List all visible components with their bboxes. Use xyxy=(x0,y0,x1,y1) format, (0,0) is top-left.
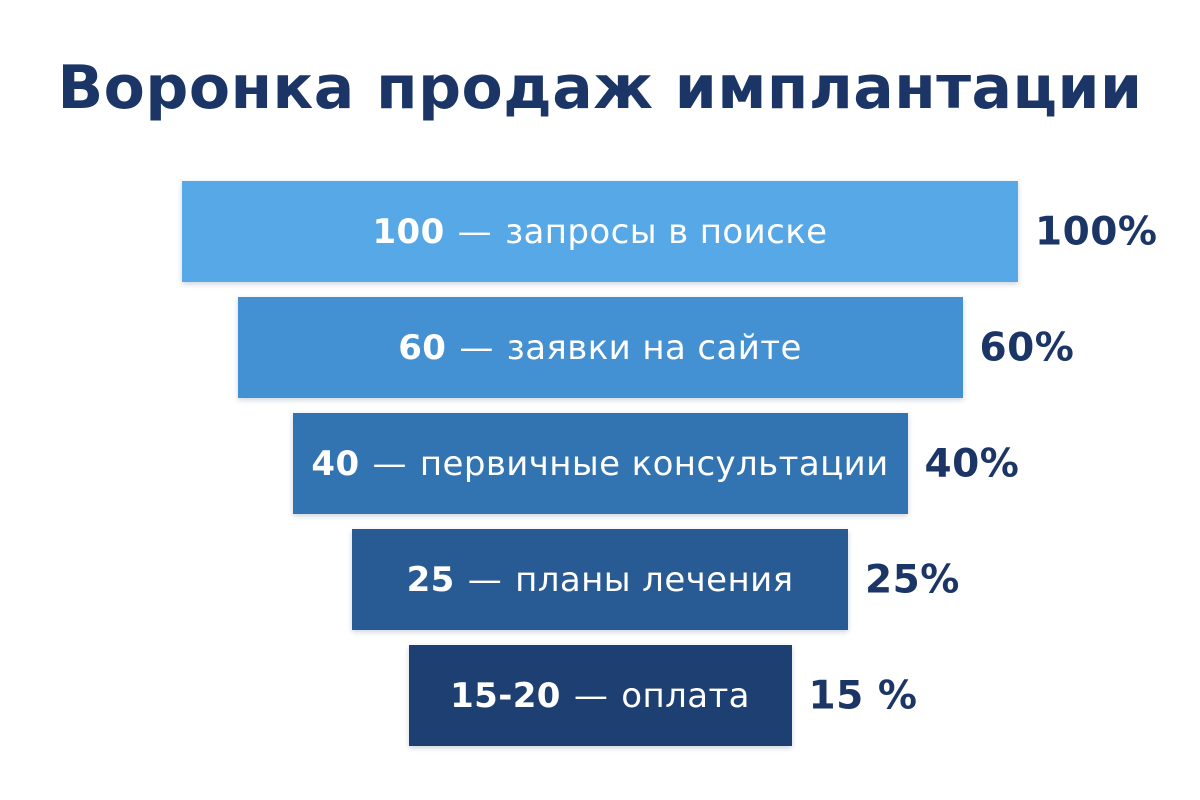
bar-text: 60 — заявки на сайте xyxy=(398,328,802,368)
funnel-bar-site-leads: 60 — заявки на сайте xyxy=(237,297,963,399)
bar-separator: — xyxy=(372,443,407,484)
bar-text: 40 — первичные консультации xyxy=(311,444,888,484)
funnel-row: 40 — первичные консультации 40% xyxy=(0,413,1200,515)
funnel-row: 15-20 — оплата 15 % xyxy=(0,645,1200,747)
bar-label: оплата xyxy=(621,675,750,716)
bar-value: 15-20 xyxy=(450,675,561,716)
funnel-stage-wrap: 100 — запросы в поиске 100% xyxy=(182,181,1157,283)
bar-separator: — xyxy=(459,327,494,368)
funnel-stage-wrap: 40 — первичные консультации 40% xyxy=(292,413,1019,515)
funnel-bar-treatment-plans: 25 — планы лечения xyxy=(352,529,848,631)
percent-label: 25% xyxy=(865,557,960,603)
funnel-bar-consultations: 40 — первичные консультации xyxy=(292,413,908,515)
percent-label: 40% xyxy=(924,441,1020,487)
percent-label: 60% xyxy=(979,325,1075,371)
funnel-chart: 100 — запросы в поиске 100% 60 — заявки … xyxy=(0,181,1200,747)
funnel-row: 25 — планы лечения 25% xyxy=(0,529,1200,631)
bar-separator: — xyxy=(457,211,493,252)
bar-label: заявки на сайте xyxy=(506,327,802,368)
funnel-row: 60 — заявки на сайте 60% xyxy=(0,297,1200,399)
funnel-stage-wrap: 60 — заявки на сайте 60% xyxy=(237,297,1074,399)
bar-text: 15-20 — оплата xyxy=(450,676,750,716)
bar-value: 25 xyxy=(406,559,455,600)
funnel-row: 100 — запросы в поиске 100% xyxy=(0,181,1200,283)
bar-value: 40 xyxy=(311,443,360,484)
bar-value: 100 xyxy=(372,211,445,252)
funnel-bar-searches: 100 — запросы в поиске xyxy=(182,181,1018,283)
bar-label: первичные консультации xyxy=(419,443,889,484)
bar-separator: — xyxy=(467,559,503,600)
chart-title: Воронка продаж имплантации xyxy=(57,53,1143,123)
percent-label: 100% xyxy=(1035,209,1158,255)
funnel-bar-payment: 15-20 — оплата xyxy=(408,645,792,747)
bar-text: 25 — планы лечения xyxy=(407,560,794,600)
funnel-stage-wrap: 25 — планы лечения 25% xyxy=(352,529,959,631)
bar-label: планы лечения xyxy=(515,559,794,600)
percent-label: 15 % xyxy=(808,673,918,719)
bar-label: запросы в поиске xyxy=(505,211,828,252)
bar-value: 60 xyxy=(398,327,447,368)
funnel-stage-wrap: 15-20 — оплата 15 % xyxy=(408,645,917,747)
bar-text: 100 — запросы в поиске xyxy=(373,212,828,252)
bar-separator: — xyxy=(573,675,609,716)
